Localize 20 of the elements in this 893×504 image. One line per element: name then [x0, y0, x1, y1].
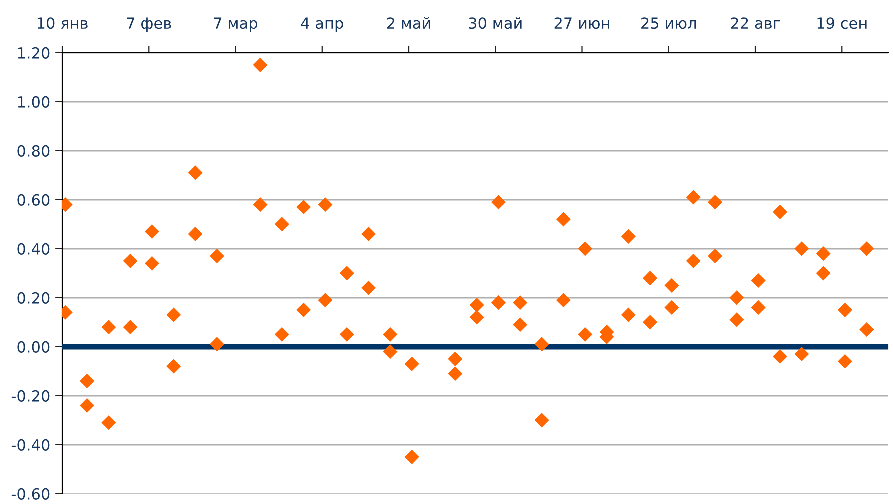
x-tick-label: 27 июн — [554, 18, 610, 30]
y-tick-label: -0.60 — [12, 488, 50, 500]
y-tick-label: 1.20 — [18, 47, 50, 59]
x-tick-label: 22 авг — [731, 18, 780, 30]
x-tick-label: 10 янв — [38, 18, 88, 30]
y-tick-label: 0.80 — [18, 145, 50, 157]
y-tick-label: 0.60 — [18, 194, 50, 206]
y-tick-label: -0.20 — [12, 390, 50, 402]
y-tick-label: -0.40 — [12, 439, 50, 451]
x-tick-label: 19 сен — [818, 18, 867, 30]
x-tick-label: 25 июл — [642, 18, 696, 30]
x-tick-label: 30 май — [469, 17, 522, 30]
x-tick-label: 2 май — [387, 17, 430, 30]
x-tick-label: 7 фев — [127, 18, 172, 32]
y-tick-label: 0.00 — [18, 341, 50, 353]
y-tick-label: 0.20 — [18, 292, 50, 304]
y-tick-label: 0.40 — [18, 243, 50, 255]
x-tick-label: 4 апр — [301, 18, 344, 32]
y-tick-label: 1.00 — [18, 96, 50, 108]
x-tick-label: 7 мар — [214, 18, 258, 32]
